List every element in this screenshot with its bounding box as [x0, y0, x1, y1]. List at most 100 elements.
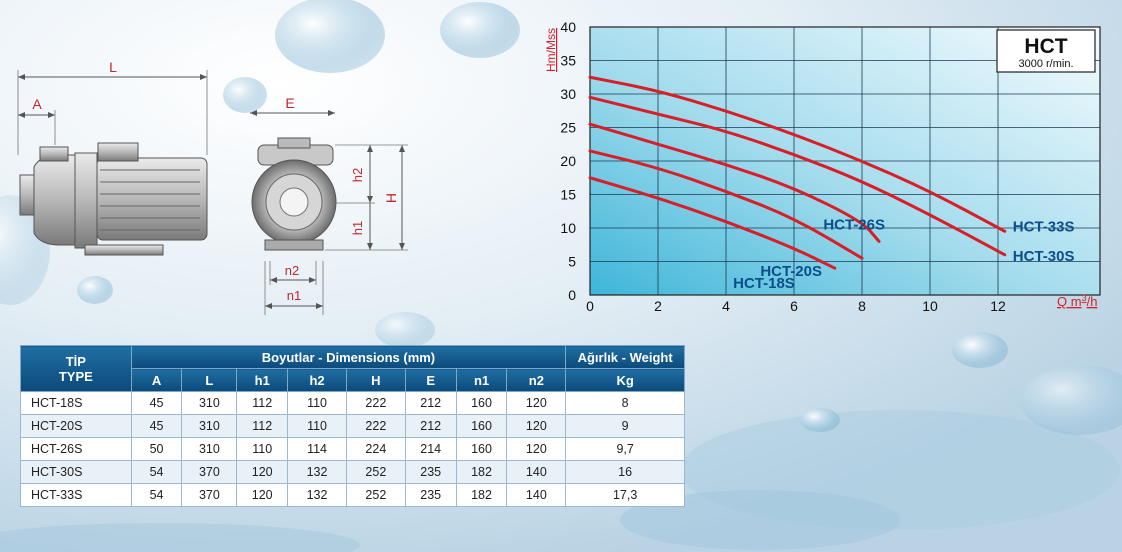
cell-h2: 110 [287, 414, 347, 438]
col-header-h1: h1 [236, 368, 289, 392]
cell-n2: 120 [506, 437, 567, 461]
curve-label: HCT-30S [1013, 248, 1075, 265]
col-header-A: A [130, 368, 183, 392]
cell-kg: 8 [565, 391, 685, 415]
dim-n1-label: n1 [287, 288, 301, 303]
cell-h2: 110 [287, 391, 347, 415]
dim-L-label: L [109, 59, 117, 75]
table-row: HCT-33S 54 370 120 132 252 235 182 140 17,3 [20, 483, 685, 507]
cell-n2: 140 [506, 460, 567, 484]
cell-h2: 114 [287, 437, 347, 461]
cell-n1: 160 [455, 414, 508, 438]
cell-n2: 120 [506, 391, 567, 415]
cell-L: 370 [181, 460, 238, 484]
y-tick-label: 40 [560, 19, 576, 35]
cell-A: 54 [130, 483, 183, 507]
chart-subtitle: 3000 r/min. [1018, 58, 1073, 70]
table-row: HCT-18S 45 310 112 110 222 212 160 120 8 [20, 391, 685, 415]
dimensions-header: Boyutlar - Dimensions (mm) [130, 345, 567, 369]
curve-label: HCT-26S [823, 216, 885, 233]
y-tick-label: 15 [560, 187, 576, 203]
col-header-H: H [345, 368, 406, 392]
cell-E: 212 [404, 414, 457, 438]
table-body: HCT-18S 45 310 112 110 222 212 160 120 8 HCT-20S 45… [20, 391, 685, 507]
cell-kg: 9,7 [565, 437, 685, 461]
cell-L: 310 [181, 391, 238, 415]
cell-n2: 140 [506, 483, 567, 507]
cell-n1: 182 [455, 483, 508, 507]
y-tick-label: 20 [560, 153, 576, 169]
cell-n1: 160 [455, 437, 508, 461]
type-header-tr: TİP [65, 353, 86, 369]
cell-L: 370 [181, 483, 238, 507]
x-tick-label: 2 [654, 298, 662, 314]
dim-H-label: H [383, 193, 399, 203]
x-tick-label: 6 [790, 298, 798, 314]
curve-hct-18s [588, 176, 837, 270]
cell-H: 252 [345, 483, 406, 507]
chart-title-box [996, 29, 1096, 73]
cell-L: 310 [181, 414, 238, 438]
cell-A: 45 [130, 391, 183, 415]
cell-kg: 17,3 [565, 483, 685, 507]
y-tick-label: 10 [560, 220, 576, 236]
cell-n1: 160 [455, 391, 508, 415]
table-row: HCT-20S 45 310 112 110 222 212 160 120 9 [20, 414, 685, 438]
curve-hct-30s [588, 95, 1007, 257]
cell-h1: 112 [236, 414, 289, 438]
curve-label: HCT-33S [1013, 218, 1075, 235]
cell-E: 214 [404, 437, 457, 461]
y-tick-label: 30 [560, 86, 576, 102]
cell-h2: 132 [287, 460, 347, 484]
col-header-L: L [181, 368, 238, 392]
cell-H: 222 [345, 414, 406, 438]
y-axis-label: Hm/Mss [544, 28, 558, 72]
x-tick-label: 4 [722, 298, 730, 314]
dim-h2-label: h2 [350, 168, 365, 182]
curve-hct-33s [588, 75, 1007, 233]
cell-E: 235 [404, 460, 457, 484]
dim-h1-label: h1 [350, 221, 365, 235]
cell-type: HCT-26S [20, 437, 132, 461]
cell-A: 50 [130, 437, 183, 461]
cell-type: HCT-30S [20, 460, 132, 484]
cell-h1: 120 [236, 483, 289, 507]
weight-header: Ağırlık - Weight [565, 345, 685, 369]
x-tick-labels: 0 2 4 6 8 10 12 [586, 298, 1006, 314]
x-axis-label: Q m3/h [1057, 293, 1097, 309]
pump-front-view-drawing: E h2 h1 H n2 n1 [250, 95, 408, 315]
pump-side-view-drawing: L A [17, 59, 208, 256]
cell-E: 212 [404, 391, 457, 415]
column-header-row: A L h1 h2 H E n1 n2 Kg [21, 368, 685, 392]
cell-H: 252 [345, 460, 406, 484]
cell-E: 235 [404, 483, 457, 507]
cell-type: HCT-20S [20, 414, 132, 438]
y-tick-label: 35 [560, 53, 576, 69]
x-tick-label: 0 [586, 298, 594, 314]
cell-A: 45 [130, 414, 183, 438]
cell-h1: 120 [236, 460, 289, 484]
dim-A-label: A [32, 96, 42, 112]
table-row: HCT-26S 50 310 110 114 224 214 160 120 9,7 [20, 437, 685, 461]
x-axis-label-end: /h [1087, 294, 1098, 309]
cell-h2: 132 [287, 483, 347, 507]
y-tick-label: 5 [568, 254, 576, 270]
y-tick-label: 0 [568, 287, 576, 303]
cell-kg: 9 [565, 414, 685, 438]
x-tick-label: 12 [990, 298, 1006, 314]
x-tick-label: 10 [922, 298, 938, 314]
cell-type: HCT-33S [20, 483, 132, 507]
col-header-h2: h2 [287, 368, 347, 392]
col-header-n2: n2 [506, 368, 567, 392]
y-tick-label: 25 [560, 120, 576, 136]
performance-curve-chart: 0 5 10 15 20 25 30 35 40 0 2 4 6 8 10 12 HCT-18SHCT-20… [544, 19, 1101, 314]
dimensions-table: TİP TYPE Boyutlar - Dimensions (mm) Ağır… [20, 345, 685, 507]
chart-title: HCT [1024, 35, 1067, 58]
x-tick-label: 8 [858, 298, 866, 314]
table-row: HCT-30S 54 370 120 132 252 235 182 140 16 [20, 460, 685, 484]
cell-type: HCT-18S [20, 391, 132, 415]
x-axis-label-main: Q m [1057, 294, 1082, 309]
dim-n2-label: n2 [285, 263, 299, 278]
cell-h1: 112 [236, 391, 289, 415]
